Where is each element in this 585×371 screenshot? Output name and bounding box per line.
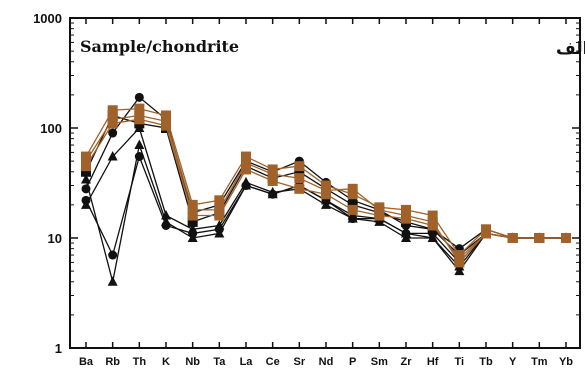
plot-frame [69,17,581,349]
data-point [561,233,571,243]
data-point [81,156,91,167]
series-line [85,154,566,264]
data-point [107,105,118,116]
data-point [401,213,411,224]
data-point [347,183,358,194]
panel-label: الف [556,39,585,59]
x-tick-label: Sm [371,356,388,368]
data-point [107,276,118,286]
x-tick-label: Hf [427,356,439,368]
data-point [187,204,198,215]
data-point [268,189,278,199]
data-point [214,195,225,206]
data-point [454,253,465,264]
x-tick-label: Tb [479,356,493,368]
x-tick-label: Sr [294,356,306,368]
data-point [374,210,385,221]
data-point [134,92,144,102]
data-point [81,161,91,172]
series [81,103,571,261]
data-point [294,173,305,184]
y-tick-label: 10 [48,231,62,246]
data-point [108,128,118,138]
data-point [294,161,305,172]
data-point [401,204,411,215]
x-tick-label: Nb [185,356,200,368]
x-tick-label: Ba [79,356,94,368]
data-point [107,151,118,161]
x-tick-label: P [349,356,356,368]
x-tick-label: Zr [401,356,413,368]
x-tick-label: Y [509,356,517,368]
data-point [81,184,91,194]
data-point [134,103,145,114]
series-layer [81,92,571,286]
data-point [134,152,144,162]
x-tick-label: La [240,356,254,368]
x-tick-label: Ce [266,356,280,368]
x-tick-label: Yb [559,356,573,368]
data-point [187,210,198,221]
x-tick-label: K [162,356,170,368]
y-tick-label: 100 [40,121,62,136]
data-point [401,228,411,238]
x-tick-label: Rb [105,356,120,368]
data-point [81,195,91,205]
data-point [81,174,91,184]
x-axis: Ba Rb Th K Nb Ta La Ce Sr Nd P Sm Zr Hf Ti Tb Y Tm Yb [79,18,573,368]
data-point [294,183,305,194]
data-point [214,204,225,215]
series [81,92,571,254]
data-point [134,139,145,150]
data-point [427,220,438,231]
data-point [347,189,358,200]
data-point [348,214,358,224]
data-point [321,180,331,191]
data-point [161,210,171,220]
data-point [427,210,438,221]
series-line [85,142,566,282]
x-tick-label: Ta [213,356,226,368]
series [81,114,571,264]
data-point [267,175,278,186]
data-point [241,151,251,162]
data-point [187,199,198,210]
y-axis: 1 10 100 1000 [33,11,580,356]
data-point [267,169,278,180]
data-point [214,210,225,221]
data-point [241,158,251,169]
x-tick-label: Ti [455,356,465,368]
data-point [241,181,251,191]
data-point [374,204,385,215]
data-point [161,110,171,121]
data-point [108,250,118,260]
data-point [187,216,198,227]
y-tick-label: 1000 [33,11,62,26]
x-tick-label: Th [133,356,147,368]
data-point [161,120,171,131]
normalization-annotation: Sample/chondrite [80,37,239,56]
data-point [134,114,145,125]
y-tick-label: 1 [55,341,62,356]
data-point [188,228,198,238]
data-point [241,164,251,175]
data-point [81,166,91,177]
data-point [107,118,118,129]
series [81,152,571,267]
data-point [534,233,545,243]
data-point [507,233,518,243]
data-point [321,189,331,200]
data-point [481,228,491,239]
series [81,139,571,286]
x-tick-label: Nd [319,356,334,368]
data-point [214,224,224,234]
data-point [294,166,305,177]
x-tick-label: Tm [531,356,548,368]
data-point [347,204,358,215]
data-point [161,220,171,230]
data-point [347,199,358,210]
